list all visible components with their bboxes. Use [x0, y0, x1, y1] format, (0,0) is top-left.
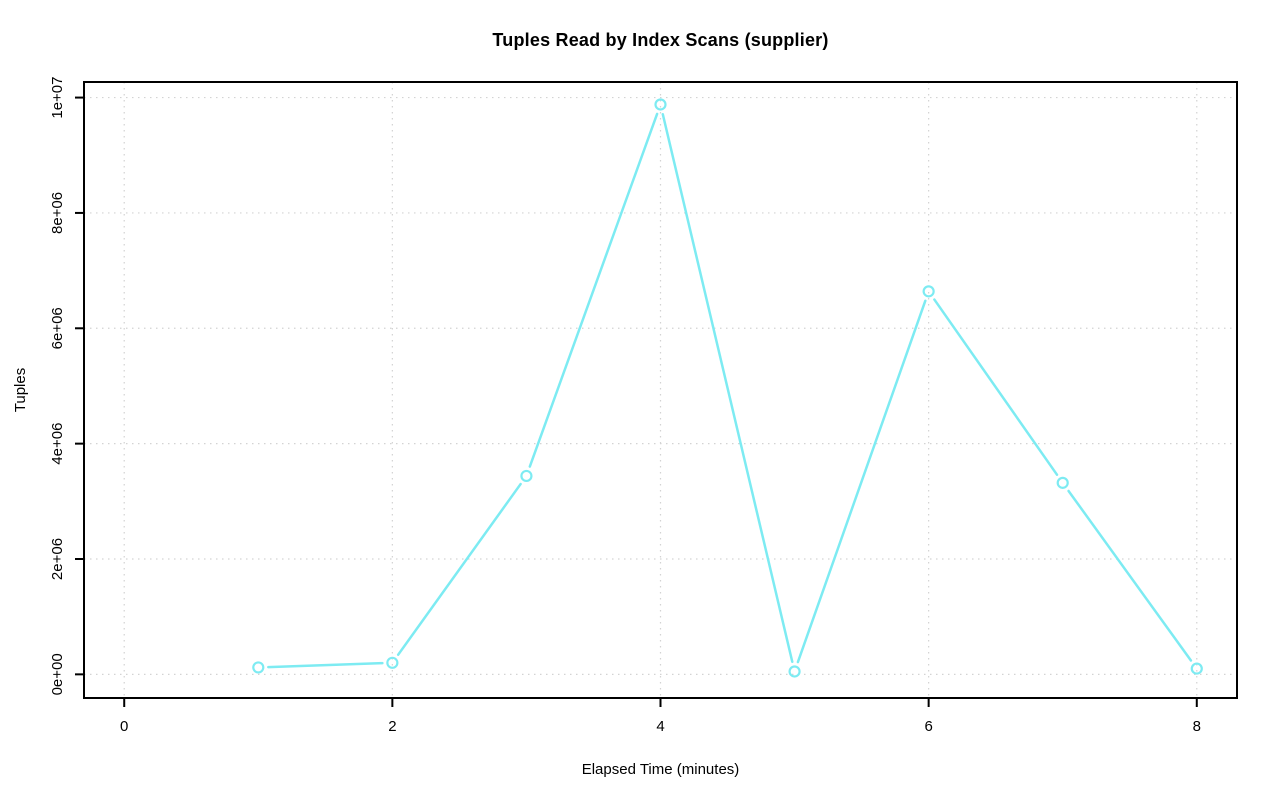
x-tick-label: 8	[1193, 718, 1201, 735]
x-tick-label: 2	[388, 718, 396, 735]
data-point-marker	[386, 656, 399, 669]
y-tick-label: 1e+07	[49, 77, 66, 119]
data-point-marker	[1056, 476, 1069, 489]
data-line-segment	[661, 112, 794, 663]
x-tick-label: 6	[924, 718, 932, 735]
data-point-marker	[520, 469, 533, 483]
data-line-segment	[1067, 489, 1193, 662]
data-point-marker	[252, 661, 265, 674]
y-tick-label: 6e+06	[49, 307, 66, 349]
data-point-marker	[1190, 662, 1203, 675]
y-axis-title: Tuples	[12, 367, 29, 413]
y-tick-label: 8e+06	[49, 192, 66, 234]
x-axis-title: Elapsed Time (minutes)	[581, 761, 740, 778]
data-point-marker	[654, 98, 667, 111]
plot-border	[83, 81, 1238, 699]
data-line-segment	[267, 661, 384, 669]
chart-title: Tuples Read by Index Scans (supplier)	[492, 30, 829, 50]
data-line-segment	[528, 112, 659, 468]
data-point-marker	[922, 285, 935, 298]
data-point-marker	[788, 665, 801, 678]
y-tick-label: 2e+06	[49, 538, 66, 580]
y-tick-label: 4e+06	[49, 423, 66, 465]
y-tick-label: 0e+00	[49, 653, 66, 695]
data-line-segment	[933, 298, 1059, 476]
x-tick-label: 4	[656, 718, 664, 735]
data-line-segment	[396, 482, 522, 656]
x-tick-label: 0	[120, 718, 128, 735]
data-line-segment	[796, 299, 927, 664]
